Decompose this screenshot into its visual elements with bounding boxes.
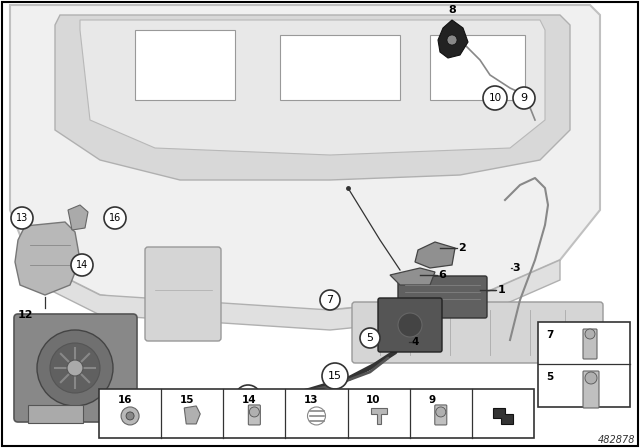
Polygon shape — [371, 408, 387, 424]
Bar — [99, 389, 534, 438]
Circle shape — [398, 313, 422, 337]
Text: 15: 15 — [328, 371, 342, 381]
Circle shape — [483, 86, 507, 110]
Polygon shape — [390, 268, 435, 285]
FancyBboxPatch shape — [352, 302, 603, 363]
Circle shape — [11, 207, 33, 229]
Text: 14: 14 — [76, 260, 88, 270]
Circle shape — [126, 412, 134, 420]
Text: 482878: 482878 — [598, 435, 635, 445]
Circle shape — [585, 372, 597, 384]
Text: 3: 3 — [512, 263, 520, 273]
FancyBboxPatch shape — [583, 371, 599, 408]
Text: 6: 6 — [438, 270, 446, 280]
Circle shape — [71, 254, 93, 276]
Circle shape — [585, 329, 595, 339]
Text: 11: 11 — [115, 420, 131, 430]
Polygon shape — [415, 242, 455, 268]
Text: 5: 5 — [546, 372, 553, 382]
Text: 13: 13 — [16, 213, 28, 223]
Text: 14: 14 — [242, 395, 257, 405]
Text: 8: 8 — [448, 5, 456, 15]
Text: 13: 13 — [304, 395, 319, 405]
Circle shape — [250, 407, 259, 417]
Text: 9: 9 — [520, 93, 527, 103]
Bar — [538, 322, 630, 407]
Text: 2: 2 — [458, 243, 466, 253]
Text: 10: 10 — [488, 93, 502, 103]
Circle shape — [322, 363, 348, 389]
Text: 4: 4 — [412, 337, 419, 347]
Text: 15: 15 — [180, 395, 195, 405]
Text: 9: 9 — [428, 395, 435, 405]
Polygon shape — [80, 20, 545, 155]
Bar — [28, 405, 83, 423]
FancyBboxPatch shape — [583, 329, 597, 359]
Circle shape — [513, 87, 535, 109]
FancyBboxPatch shape — [248, 405, 260, 425]
Bar — [280, 35, 400, 100]
Circle shape — [360, 328, 380, 348]
FancyBboxPatch shape — [14, 314, 137, 422]
Polygon shape — [68, 205, 88, 230]
Circle shape — [436, 407, 446, 417]
Text: 12: 12 — [18, 310, 33, 320]
Circle shape — [320, 290, 340, 310]
Text: 5: 5 — [367, 333, 374, 343]
Circle shape — [37, 330, 113, 406]
Text: 7: 7 — [546, 330, 554, 340]
Text: 15: 15 — [241, 393, 255, 403]
FancyBboxPatch shape — [435, 405, 447, 425]
Polygon shape — [493, 408, 513, 424]
Circle shape — [50, 343, 100, 393]
Polygon shape — [10, 5, 600, 310]
Text: 7: 7 — [326, 295, 333, 305]
Text: 1: 1 — [498, 285, 506, 295]
Circle shape — [121, 407, 139, 425]
Polygon shape — [438, 20, 468, 58]
Polygon shape — [184, 406, 200, 424]
Text: 16: 16 — [118, 395, 132, 405]
FancyBboxPatch shape — [145, 247, 221, 341]
Circle shape — [67, 360, 83, 376]
Polygon shape — [30, 260, 560, 330]
Polygon shape — [15, 222, 80, 295]
Circle shape — [447, 35, 457, 45]
Circle shape — [104, 207, 126, 229]
Text: 10: 10 — [366, 395, 381, 405]
Text: 16: 16 — [109, 213, 121, 223]
FancyBboxPatch shape — [378, 298, 442, 352]
Circle shape — [235, 385, 261, 411]
Bar — [135, 30, 235, 100]
Polygon shape — [55, 15, 570, 180]
Bar — [430, 35, 525, 100]
FancyBboxPatch shape — [398, 276, 487, 318]
